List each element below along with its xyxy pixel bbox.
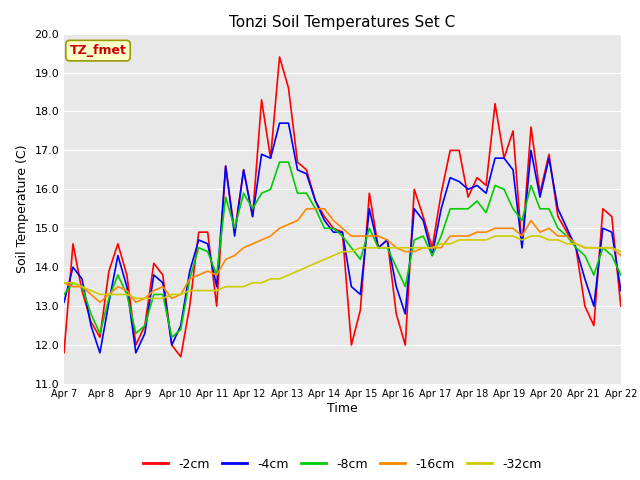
X-axis label: Time: Time xyxy=(327,402,358,415)
Y-axis label: Soil Temperature (C): Soil Temperature (C) xyxy=(16,144,29,273)
Text: TZ_fmet: TZ_fmet xyxy=(70,44,127,57)
Legend: -2cm, -4cm, -8cm, -16cm, -32cm: -2cm, -4cm, -8cm, -16cm, -32cm xyxy=(138,453,547,476)
Title: Tonzi Soil Temperatures Set C: Tonzi Soil Temperatures Set C xyxy=(229,15,456,30)
